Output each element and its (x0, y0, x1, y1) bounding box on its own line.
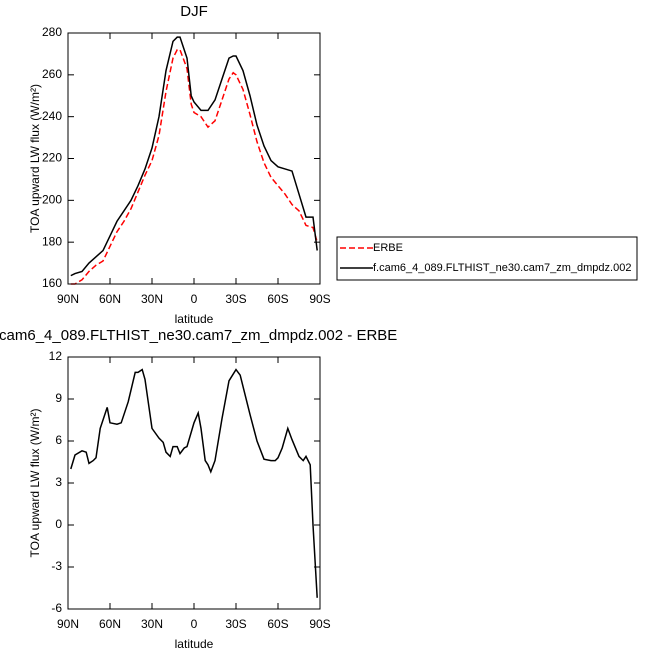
data-line (70, 36, 318, 277)
chart-title: f.cam6_4_089.FLTHIST_ne30.cam7_zm_dmpdz.… (0, 327, 397, 344)
x-tick-label: 30S (225, 617, 246, 631)
x-tick-label: 90S (309, 292, 330, 306)
y-tick-label: 180 (42, 234, 62, 248)
x-axis-label: latitude (175, 637, 214, 651)
x-tick-label: 60S (267, 617, 288, 631)
x-tick-label: 60S (267, 292, 288, 306)
y-axis-label: TOA upward LW flux (W/m²) (28, 409, 42, 558)
plot-frame (67, 32, 321, 285)
y-tick-label: 12 (49, 349, 63, 363)
x-axis-label: latitude (175, 312, 214, 326)
y-tick-label: 240 (42, 109, 62, 123)
y-axis-label: TOA upward LW flux (W/m²) (28, 84, 42, 233)
y-tick-label: -6 (51, 601, 62, 615)
y-tick-label: 9 (55, 391, 62, 405)
legend-box (336, 236, 638, 281)
y-tick-label: 220 (42, 151, 62, 165)
y-tick-label: 6 (55, 433, 62, 447)
data-line (70, 48, 318, 285)
plot-frame (67, 356, 321, 610)
legend-label: ERBE (373, 242, 403, 254)
x-tick-label: 90N (57, 617, 79, 631)
x-tick-label: 60N (99, 292, 121, 306)
y-tick-label: 260 (42, 67, 62, 81)
y-tick-label: 200 (42, 193, 62, 207)
chart-title: DJF (180, 3, 208, 20)
y-tick-label: 3 (55, 475, 62, 489)
x-tick-label: 0 (191, 617, 198, 631)
legend-label: f.cam6_4_089.FLTHIST_ne30.cam7_zm_dmpdz.… (373, 262, 631, 274)
x-tick-label: 30N (141, 292, 163, 306)
x-tick-label: 30S (225, 292, 246, 306)
x-tick-label: 90N (57, 292, 79, 306)
x-tick-label: 90S (309, 617, 330, 631)
data-line (70, 368, 318, 598)
y-tick-label: 280 (42, 25, 62, 39)
y-tick-label: -3 (51, 559, 62, 573)
y-tick-label: 160 (42, 276, 62, 290)
y-tick-label: 0 (55, 517, 62, 531)
x-tick-label: 60N (99, 617, 121, 631)
x-tick-label: 0 (191, 292, 198, 306)
x-tick-label: 30N (141, 617, 163, 631)
